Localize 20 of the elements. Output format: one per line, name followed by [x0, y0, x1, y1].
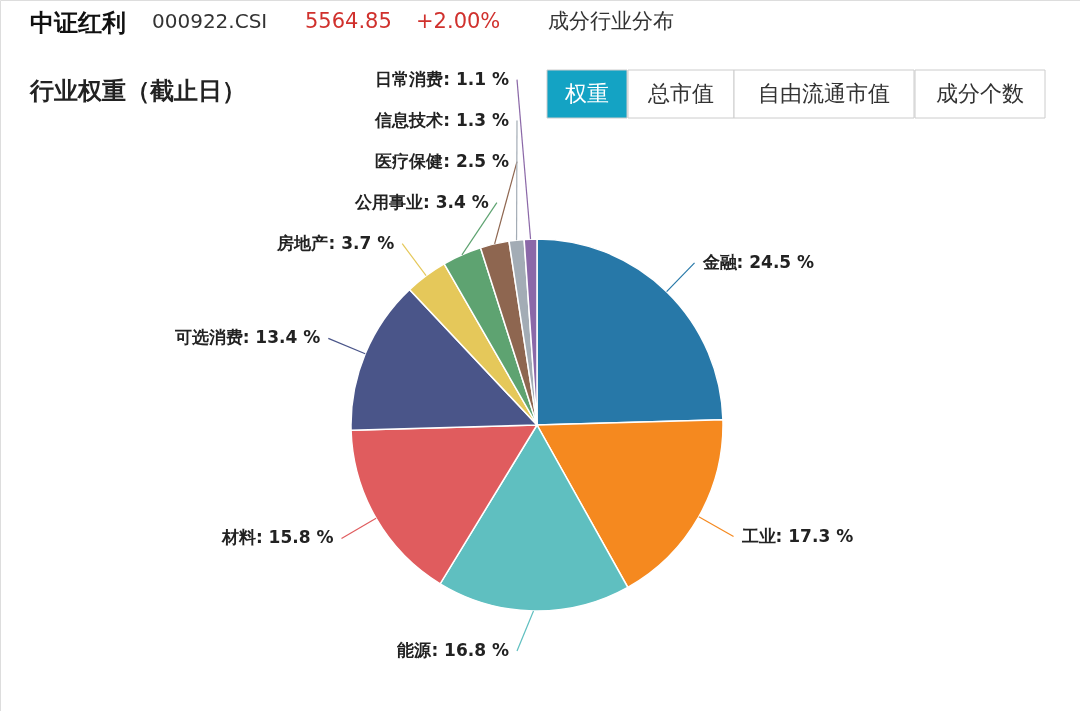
text: 自由流通市值: [758, 81, 890, 106]
chart-title: 行业权重（截止日）: [29, 77, 246, 105]
slice-label: 公用事业: 3.4 %: [354, 191, 489, 212]
slice-label: 能源: 16.8 %: [397, 639, 509, 660]
text: 成分个数: [936, 81, 1024, 106]
slice-label: 信息技术: 1.3 %: [374, 109, 509, 130]
text: 000922.CSI: [152, 9, 268, 33]
text: 总市值: [647, 81, 714, 106]
text: 成分行业分布: [548, 9, 674, 33]
slice-label: 可选消费: 13.4 %: [173, 327, 321, 348]
text: +2.00%: [416, 9, 501, 33]
slice-label: 房地产: 3.7 %: [276, 232, 395, 253]
slice-label: 工业: 17.3 %: [740, 525, 854, 546]
text: 权重: [564, 81, 609, 106]
slice-label: 金融: 24.5 %: [701, 251, 815, 272]
slice-label: 医疗保健: 2.5 %: [375, 150, 509, 171]
slice-label: 日常消费: 1.1 %: [375, 68, 509, 89]
text: 5564.85: [305, 9, 392, 33]
text: 中证红利: [30, 9, 126, 37]
slice-label: 材料: 15.8 %: [220, 527, 334, 548]
